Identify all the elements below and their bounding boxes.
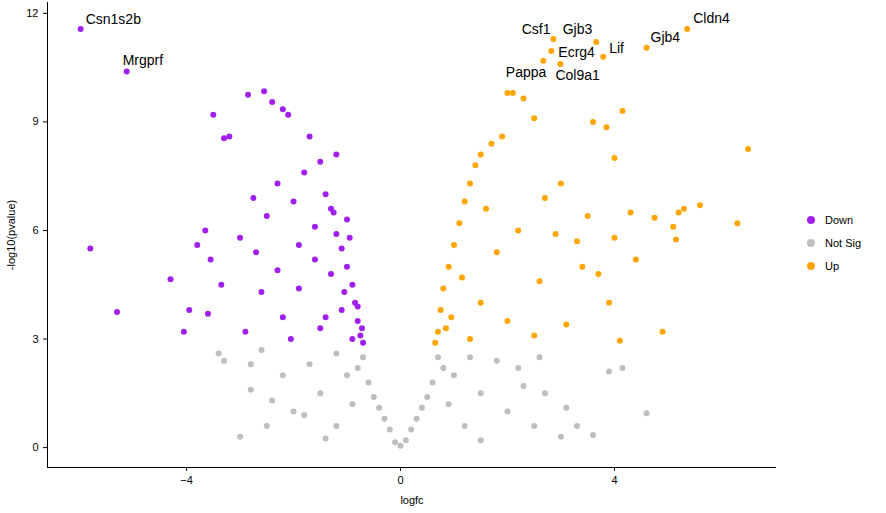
svg-text:Col9a1: Col9a1 <box>555 66 600 82</box>
svg-text:0: 0 <box>32 441 38 453</box>
svg-text:6: 6 <box>32 224 38 236</box>
svg-text:4: 4 <box>611 474 617 486</box>
svg-text:9: 9 <box>32 115 38 127</box>
svg-text:0: 0 <box>397 474 403 486</box>
svg-text:-log10(pvalue): -log10(pvalue) <box>5 200 17 270</box>
svg-text:Csn1s2b: Csn1s2b <box>86 11 141 27</box>
html-text:Not Sig: Not Sig <box>825 236 862 249</box>
svg-text:Gjb4: Gjb4 <box>651 29 681 45</box>
svg-text:Lif: Lif <box>609 40 624 56</box>
svg-text:Ecrg4: Ecrg4 <box>558 44 595 60</box>
svg-text:12: 12 <box>26 7 38 19</box>
svg-text:Cldn4: Cldn4 <box>693 10 730 26</box>
svg-text:Csf1: Csf1 <box>522 21 551 37</box>
svg-text:3: 3 <box>32 333 38 345</box>
html-text:Up: Up <box>825 259 840 272</box>
svg-text:Gjb3: Gjb3 <box>563 21 593 37</box>
svg-text:−4: −4 <box>180 474 193 486</box>
svg-text:logfc: logfc <box>400 494 424 506</box>
svg-text:Mrgprf: Mrgprf <box>123 52 164 68</box>
html-text:Down: Down <box>825 213 854 226</box>
svg-text:Pappa: Pappa <box>506 64 547 80</box>
